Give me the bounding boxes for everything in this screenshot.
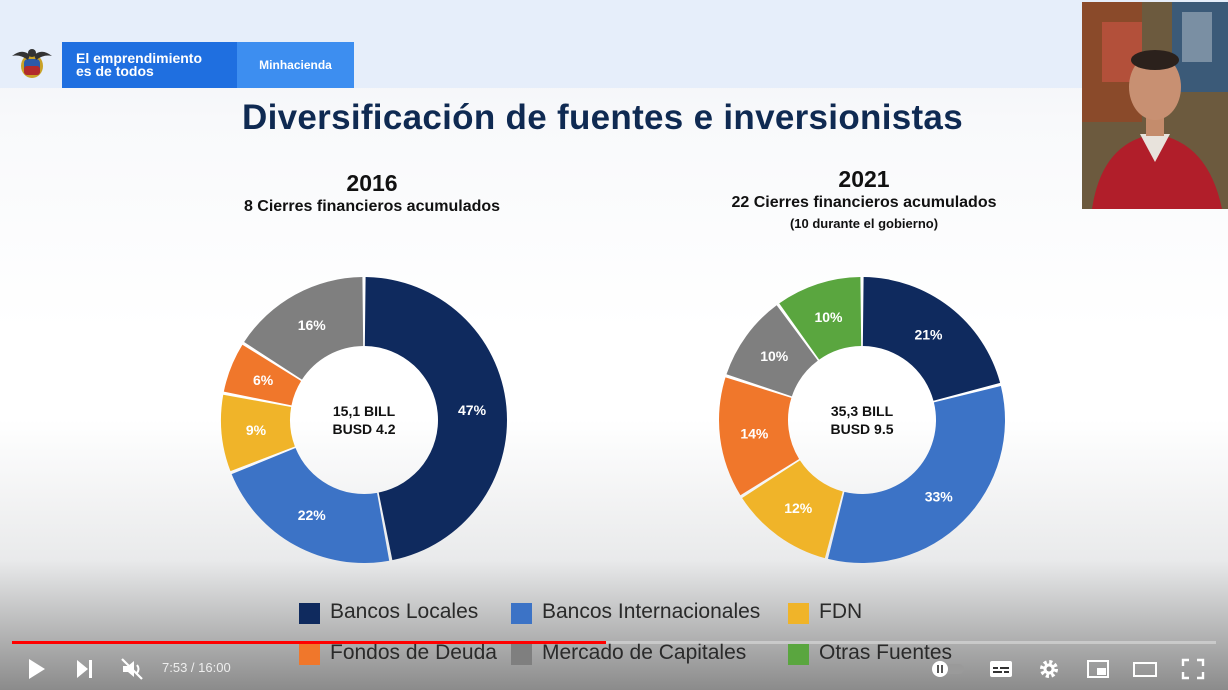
right-subtitle: 22 Cierres financieros acumulados — [731, 194, 997, 211]
brand-line-1: El emprendimiento — [76, 50, 203, 66]
play-icon[interactable] — [26, 657, 48, 681]
donut-2021-label-mercado-de-capitales: 10% — [760, 348, 789, 364]
mute-icon[interactable] — [120, 657, 144, 681]
donut-2016-slice-fondos-de-deuda — [223, 344, 302, 406]
autoplay-toggle[interactable] — [930, 659, 966, 679]
donut-2021-slice-fdn — [742, 460, 843, 559]
donut-2021-label-fondos-de-deuda: 14% — [740, 426, 769, 442]
coat-of-arms-icon — [12, 49, 52, 78]
legend-swatch-otras-fuentes — [788, 644, 809, 665]
donut-2016-center-line-1: 15,1 BILL — [333, 403, 396, 419]
donut-2016-slice-mercado-de-capitales — [244, 277, 364, 380]
donut-2016-label-fdn: 9% — [246, 422, 267, 438]
donut-2021-center-line-1: 35,3 BILL — [831, 403, 894, 419]
miniplayer-icon[interactable] — [1085, 657, 1111, 681]
donut-2021-label-otras-fuentes: 10% — [814, 309, 843, 325]
donut-2021-slice-mercado-de-capitales — [726, 305, 818, 397]
right-subtitle-note: (10 durante el gobierno) — [789, 216, 939, 231]
legend-label-fdn: FDN — [819, 600, 863, 623]
brand-badge: El emprendimiento es de todos — [62, 42, 237, 88]
webcam-overlay — [1082, 2, 1228, 209]
duration: 16:00 — [198, 660, 231, 675]
slide-title: Diversificación de fuentes e inversionis… — [242, 98, 963, 137]
donut-2016-slice-bancos-locales — [364, 277, 507, 561]
left-subtitle: 8 Cierres financieros acumulados — [243, 198, 501, 215]
donut-2016-label-mercado-de-capitales: 16% — [298, 317, 327, 333]
donut-chart-2021: 21% 33% 12% 14% 10% 10% 35,3 BILL BUSD 9.5 — [719, 277, 1005, 563]
donut-2021-label-fdn: 12% — [784, 500, 813, 516]
donut-chart-2016: 47% 22% 9% 6% 16% 15,1 BILL BUSD 4.2 — [221, 277, 507, 563]
donut-2021-slice-fondos-de-deuda — [719, 377, 800, 496]
legend-label-fondos-de-deuda: Fondos de Deuda — [330, 641, 497, 664]
legend-label-mercado-de-capitales: Mercado de Capitales — [542, 641, 747, 664]
progress-bar-played — [12, 641, 606, 644]
progress-bar[interactable] — [12, 641, 1216, 644]
subtitles-icon[interactable] — [988, 657, 1014, 681]
donut-2016-slice-fdn — [221, 394, 295, 472]
time-separator: / — [187, 660, 199, 675]
donut-2016-label-bancos-locales: 47% — [458, 402, 487, 418]
theater-mode-icon[interactable] — [1132, 657, 1158, 681]
donut-2021-slice-bancos-internacionales — [827, 385, 1005, 563]
donut-2016-center-line-2: BUSD 4.2 — [332, 421, 395, 437]
legend-label-bancos-locales: Bancos Locales — [330, 600, 479, 623]
current-time: 7:53 — [162, 660, 188, 675]
brand-line-2: es de todos — [76, 63, 154, 79]
donut-2021-slice-bancos-locales — [862, 277, 1001, 401]
time-display: 7:53 / 16:00 — [162, 660, 231, 675]
donut-2016-label-bancos-internacionales: 22% — [298, 507, 327, 523]
donut-2021-label-bancos-locales: 21% — [914, 326, 943, 342]
fullscreen-icon[interactable] — [1180, 657, 1206, 681]
legend-swatch-fondos-de-deuda — [299, 644, 320, 665]
presenter-image — [1082, 2, 1228, 209]
donut-2016-slice-bancos-internacionales — [231, 448, 390, 563]
donut-2021-label-bancos-internacionales: 33% — [925, 489, 954, 505]
ministry-badge: Minhacienda — [237, 42, 354, 88]
legend-swatch-bancos-internacionales — [511, 603, 532, 624]
legend-swatch-fdn — [788, 603, 809, 624]
settings-gear-icon[interactable] — [1037, 657, 1061, 681]
left-year: 2016 — [346, 170, 398, 196]
legend-label-otras-fuentes: Otras Fuentes — [819, 641, 953, 664]
legend-label-bancos-internacionales: Bancos Internacionales — [542, 600, 761, 623]
legend-swatch-bancos-locales — [299, 603, 320, 624]
right-year: 2021 — [838, 166, 890, 192]
donut-2021-slice-otras-fuentes — [779, 277, 862, 360]
legend-swatch-mercado-de-capitales — [511, 644, 532, 665]
next-icon[interactable] — [74, 657, 96, 681]
donut-2021-center-line-2: BUSD 9.5 — [830, 421, 893, 437]
donut-2016-label-fondos-de-deuda: 6% — [253, 372, 274, 388]
